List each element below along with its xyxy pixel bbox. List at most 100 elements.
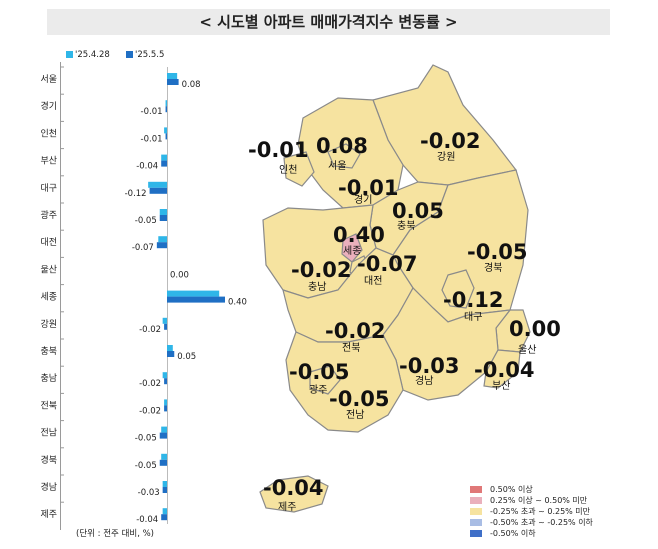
region-incheon <box>283 151 315 187</box>
map-legend-item: -0.50% 초과 ~ -0.25% 이하 <box>470 517 593 528</box>
region-jeonnam <box>285 331 404 433</box>
legend-swatch-0505 <box>126 51 133 58</box>
region-seoul <box>327 143 361 169</box>
map-value-sejong: 0.40 <box>333 223 385 247</box>
title-bar: < 시도별 아파트 매매가격지수 변동률 > <box>47 9 610 35</box>
category-label: 충북 <box>40 346 57 357</box>
value-label: 0.40 <box>228 298 247 308</box>
map-name-seoul: 서울 <box>328 161 347 172</box>
value-label: -0.05 <box>135 216 157 226</box>
map-value-daejeon: -0.07 <box>357 252 418 276</box>
map-legend-label: -0.50% 초과 ~ -0.25% 이하 <box>490 518 593 527</box>
category-label: 충남 <box>40 373 57 384</box>
value-label: -0.02 <box>139 325 161 335</box>
bar-prev <box>167 290 220 297</box>
map-value-jeju: -0.04 <box>263 476 324 500</box>
category-label: 경남 <box>40 481 57 493</box>
map-name-gyeonggi: 경기 <box>354 195 373 206</box>
bar-prev <box>161 426 167 433</box>
region-jeju <box>259 475 329 513</box>
map-legend-swatch <box>470 497 482 504</box>
map-value-gyeongbuk: -0.05 <box>467 240 528 264</box>
map-legend-item: -0.25% 초과 ~ 0.25% 미만 <box>470 506 593 517</box>
map-name-chungbuk: 충북 <box>397 221 416 232</box>
region-gwangju <box>309 365 341 395</box>
bar-prev <box>161 154 167 161</box>
legend-item-0428: '25.4.28 <box>66 50 110 60</box>
value-label: -0.05 <box>135 461 157 471</box>
value-label: 0.05 <box>177 352 196 362</box>
category-label: 부산 <box>40 156 57 167</box>
map-value-gyeonggi: -0.01 <box>338 176 399 200</box>
category-label: 전북 <box>40 400 57 411</box>
legend-swatch-0428 <box>66 51 73 58</box>
category-label: 강원 <box>40 319 57 330</box>
value-label: -0.02 <box>139 406 161 416</box>
bar-curr <box>165 133 167 140</box>
category-label: 대전 <box>40 237 57 248</box>
map-name-gangwon: 강원 <box>437 152 456 163</box>
map-legend-item: 0.25% 이상 ~ 0.50% 미만 <box>470 495 593 506</box>
map-value-seoul: 0.08 <box>316 134 368 158</box>
map-name-daegu: 대구 <box>464 312 483 323</box>
legend-label-0428: '25.4.28 <box>75 50 110 60</box>
bar-curr <box>161 160 167 167</box>
map-legend-item: 0.50% 이상 <box>470 484 593 495</box>
map-value-busan: -0.04 <box>474 358 535 382</box>
category-label: 경기 <box>40 100 57 112</box>
map-value-gyeongnam: -0.03 <box>399 354 460 378</box>
category-label: 서울 <box>40 74 57 85</box>
korea-map <box>259 64 531 513</box>
bar-prev <box>167 73 178 79</box>
map-value-chungbuk: 0.05 <box>392 199 444 223</box>
category-label: 경북 <box>40 454 57 466</box>
value-label: 0.08 <box>182 80 201 90</box>
bar-prev <box>159 209 167 215</box>
map-name-jeju: 제주 <box>278 502 297 513</box>
bar-prev <box>162 481 167 487</box>
bar-curr <box>149 187 167 194</box>
bar-curr <box>156 242 167 249</box>
bar-prev <box>162 372 167 379</box>
map-legend-swatch <box>470 486 482 493</box>
bar-curr <box>159 459 167 466</box>
map-value-gangwon: -0.02 <box>420 129 481 153</box>
bar-prev <box>162 317 167 324</box>
value-label: -0.12 <box>125 189 147 199</box>
map-legend-item: -0.50% 이하 <box>470 528 593 539</box>
value-label: -0.03 <box>138 488 160 498</box>
map-value-chungnam: -0.02 <box>291 258 352 282</box>
bar-prev <box>164 127 167 134</box>
map-value-jeonnam: -0.05 <box>329 387 390 411</box>
map-legend-label: -0.25% 초과 ~ 0.25% 미만 <box>490 507 591 516</box>
value-label: -0.01 <box>141 107 163 117</box>
legend-item-0505: '25.5.5 <box>126 50 164 60</box>
category-label: 대구 <box>40 183 57 194</box>
map-legend-swatch <box>470 508 482 515</box>
value-label: -0.02 <box>139 379 161 389</box>
map-name-sejong: 세종 <box>343 246 362 257</box>
bar-curr <box>167 296 225 303</box>
value-label: -0.01 <box>141 134 163 144</box>
map-value-ulsan: 0.00 <box>509 317 561 341</box>
region-busan <box>483 349 521 389</box>
bar-curr <box>164 323 167 330</box>
value-label: -0.05 <box>135 434 157 444</box>
category-label: 인천 <box>40 128 57 139</box>
map-legend-label: -0.50% 이하 <box>490 529 536 538</box>
bar-curr <box>159 432 167 439</box>
map-legend-label: 0.25% 이상 ~ 0.50% 미만 <box>490 496 588 505</box>
page-title: < 시도별 아파트 매매가격지수 변동률 > <box>199 13 458 31</box>
unit-note: (단위 : 전주 대비, %) <box>76 529 155 539</box>
map-name-jeonbuk: 전북 <box>342 343 361 354</box>
map-value-jeonbuk: -0.02 <box>325 319 386 343</box>
map-name-incheon: 인천 <box>279 165 298 176</box>
bar-curr <box>164 378 167 385</box>
bar-curr <box>167 79 179 85</box>
bar-curr <box>165 106 167 113</box>
bar-prev <box>162 508 167 515</box>
category-label: 제주 <box>40 509 57 520</box>
bar-curr <box>167 351 175 357</box>
region-daegu <box>441 269 475 309</box>
value-label: 0.00 <box>170 270 189 280</box>
